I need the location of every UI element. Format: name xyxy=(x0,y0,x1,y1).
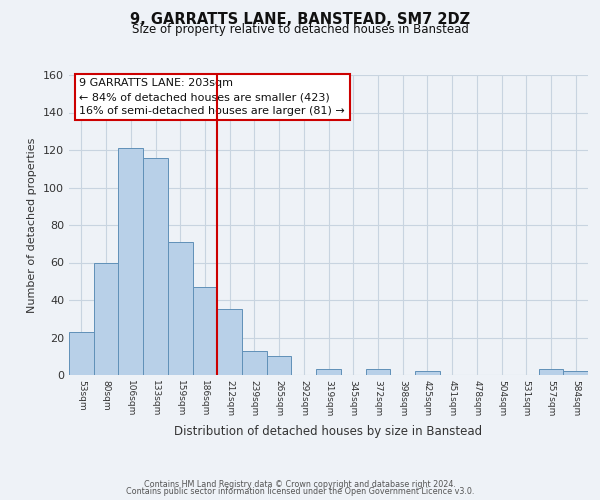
Text: 9 GARRATTS LANE: 203sqm
← 84% of detached houses are smaller (423)
16% of semi-d: 9 GARRATTS LANE: 203sqm ← 84% of detache… xyxy=(79,78,345,116)
Bar xyxy=(143,158,168,375)
Text: Contains HM Land Registry data © Crown copyright and database right 2024.: Contains HM Land Registry data © Crown c… xyxy=(144,480,456,489)
Bar xyxy=(415,371,440,375)
Text: Size of property relative to detached houses in Banstead: Size of property relative to detached ho… xyxy=(131,22,469,36)
Bar xyxy=(563,371,588,375)
X-axis label: Distribution of detached houses by size in Banstead: Distribution of detached houses by size … xyxy=(175,424,482,438)
Text: 9, GARRATTS LANE, BANSTEAD, SM7 2DZ: 9, GARRATTS LANE, BANSTEAD, SM7 2DZ xyxy=(130,12,470,28)
Bar xyxy=(267,356,292,375)
Bar xyxy=(539,370,563,375)
Bar xyxy=(118,148,143,375)
Y-axis label: Number of detached properties: Number of detached properties xyxy=(28,138,37,312)
Bar xyxy=(217,310,242,375)
Bar xyxy=(69,332,94,375)
Bar xyxy=(193,287,217,375)
Bar xyxy=(365,370,390,375)
Bar xyxy=(168,242,193,375)
Bar xyxy=(242,350,267,375)
Bar xyxy=(316,370,341,375)
Bar xyxy=(94,262,118,375)
Text: Contains public sector information licensed under the Open Government Licence v3: Contains public sector information licen… xyxy=(126,487,474,496)
